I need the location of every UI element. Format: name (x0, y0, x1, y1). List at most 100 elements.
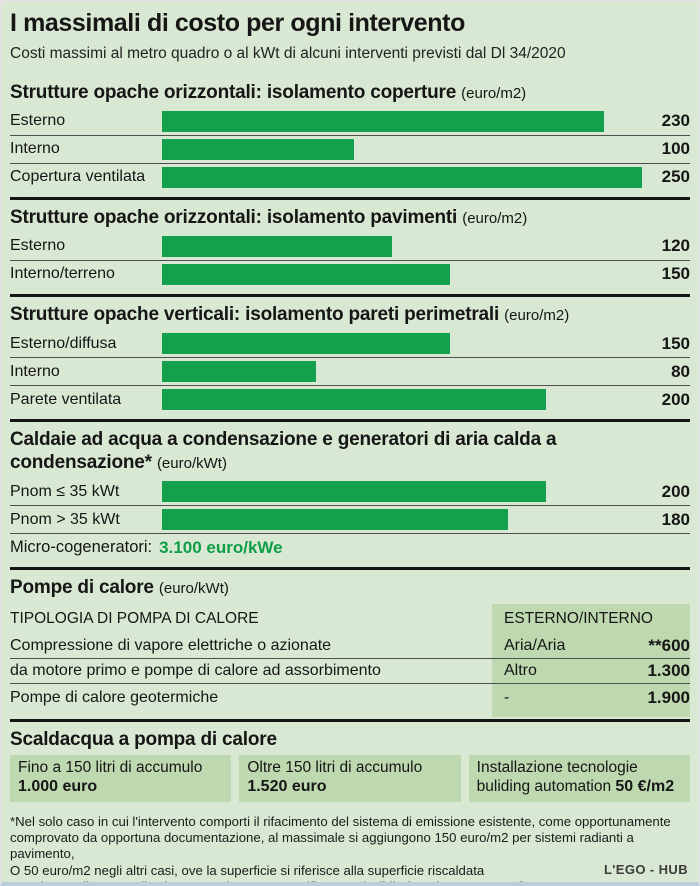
bar-value: 200 (661, 389, 690, 409)
bar-value: 150 (661, 333, 690, 353)
bar-row: Pnom > 35 kWt 180 (10, 505, 690, 533)
section-unit: (euro/m2) (462, 209, 528, 227)
bar-label: Esterno (10, 112, 66, 130)
bar-track (162, 138, 642, 160)
bar-row: Esterno 230 (10, 108, 690, 135)
esterno-interno-column-band (492, 603, 690, 717)
section-title-text: Scaldacqua a pompa di calore (10, 728, 277, 750)
bar-value: 80 (671, 361, 690, 381)
section-unit: (euro/m2) (504, 306, 570, 324)
row-value: 1.300 (647, 660, 690, 680)
box-line2: 1.000 euro (18, 777, 223, 797)
footnote-line: comprovato da opportuna documentazione, … (10, 830, 634, 862)
bar (162, 361, 316, 383)
bar (162, 138, 354, 160)
section-isolamento-pavimenti: Strutture opache orizzontali: isolamento… (10, 196, 690, 292)
bar-row: Interno 100 (10, 134, 690, 163)
scaldacqua-box-oltre-150: Oltre 150 litri di accumulo 1.520 euro (239, 754, 461, 802)
bar-track (162, 235, 642, 257)
bar (162, 333, 450, 355)
section-title-text: Strutture opache orizzontali: isolamento… (10, 206, 458, 228)
bar (162, 110, 604, 132)
credit-lego-hub: L'EGO - HUB (603, 862, 688, 877)
section-isolamento-coperture: Strutture opache orizzontali: isolamento… (10, 75, 690, 195)
bar-label: Parete ventilata (10, 390, 122, 408)
section-title: Strutture opache verticali: isolamento p… (10, 303, 690, 326)
bar-value: 230 (661, 111, 690, 131)
section-title: Pompe di calore (euro/kWt) (10, 576, 690, 599)
heat-pump-table-header: TIPOLOGIA DI POMPA DI CALORE ESTERNO/INT… (10, 604, 690, 634)
bar (162, 389, 546, 411)
table-row: Pompe di calore geotermiche - 1.900 (10, 682, 690, 713)
footnotes: *Nel solo caso in cui l'intervento compo… (10, 813, 690, 882)
bar-track (162, 110, 642, 132)
bar-row: Esterno 120 (10, 233, 690, 260)
bar-track (162, 166, 642, 188)
bar-row: Copertura ventilata 250 (10, 162, 690, 191)
bar-track (162, 509, 642, 531)
scaldacqua-boxes: Fino a 150 litri di accumulo 1.000 euro … (10, 754, 690, 802)
bar-value: 120 (661, 236, 690, 256)
row-label: da motore primo e pompe di calore ad ass… (10, 661, 381, 679)
bar-track (162, 263, 642, 285)
section-pareti-perimetrali: Strutture opache verticali: isolamento p… (10, 293, 690, 417)
bar-row: Interno/terreno 150 (10, 259, 690, 288)
section-scaldacqua: Scaldacqua a pompa di calore Fino a 150 … (10, 718, 690, 811)
box-line1: Oltre 150 litri di accumulo (247, 758, 423, 776)
scaldacqua-box-building-automation: Installazione tecnologie buliding automa… (468, 754, 690, 802)
table-row: da motore primo e pompe di calore ad ass… (10, 657, 690, 683)
section-title-text: Pompe di calore (10, 577, 154, 599)
section-title-text: Caldaie ad acqua a condensazione e gener… (10, 429, 557, 474)
bar (162, 481, 546, 503)
box-line2: buliding automation 50 €/m2 (477, 777, 682, 797)
box-value: 50 €/m2 (615, 777, 675, 795)
micro-cogeneratori-value: 3.100 euro/kWe (159, 537, 283, 557)
box-line1: Installazione tecnologie (476, 758, 638, 776)
bar-label: Interno (10, 362, 60, 380)
section-title: Caldaie ad acqua a condensazione e gener… (10, 428, 690, 474)
bar (162, 509, 508, 531)
column-header-esterno-interno: ESTERNO/INTERNO (504, 609, 653, 627)
micro-cogeneratori-row: Micro-cogeneratori: 3.100 euro/kWe (10, 533, 690, 561)
row-kind: Aria/Aria (504, 636, 566, 654)
box-value: 1.000 euro (18, 777, 98, 795)
bar-value: 100 (661, 139, 690, 159)
bar-row: Pnom ≤ 35 kWt 200 (10, 478, 690, 505)
box-value: 1.520 euro (247, 777, 327, 795)
page-title: I massimali di costo per ogni intervento (10, 9, 465, 37)
row-value: 1.900 (647, 688, 690, 708)
box-line2-prefix: buliding automation (476, 777, 616, 795)
section-title-text: Strutture opache orizzontali: isolamento… (10, 81, 457, 103)
bar-value: 200 (661, 481, 690, 501)
section-unit: (euro/m2) (461, 84, 527, 102)
row-label: Compressione di vapore elettriche o azio… (10, 636, 332, 654)
bar-track (162, 333, 642, 355)
row-label: Pompe di calore geotermiche (10, 689, 219, 707)
bar-label: Interno (10, 140, 60, 158)
section-unit: (euro/kWt) (158, 580, 229, 598)
row-kind: - (504, 689, 510, 707)
micro-cogeneratori-label: Micro-cogeneratori: (10, 538, 153, 557)
scaldacqua-box-fino-150: Fino a 150 litri di accumulo 1.000 euro (10, 754, 232, 802)
bar-label: Esterno (10, 237, 66, 255)
section-caldaie-condensazione: Caldaie ad acqua a condensazione e gener… (10, 419, 690, 565)
page-subtitle: Costi massimi al metro quadro o al kWt d… (10, 44, 566, 62)
bar-value: 150 (661, 264, 690, 284)
row-value: **600 (648, 635, 690, 655)
bar (162, 166, 642, 188)
section-title-text: Strutture opache verticali: isolamento p… (10, 303, 500, 325)
section-pompe-di-calore: Pompe di calore (euro/kWt) TIPOLOGIA DI … (10, 567, 690, 717)
bar-label: Interno/terreno (10, 265, 115, 283)
section-title: Strutture opache orizzontali: isolamento… (10, 81, 690, 104)
bar-track (162, 361, 642, 383)
bar (162, 235, 393, 257)
footnote-line: *Nel solo caso in cui l'intervento compo… (10, 813, 671, 829)
bar-label: Copertura ventilata (10, 168, 146, 186)
heat-pump-table: TIPOLOGIA DI POMPA DI CALORE ESTERNO/INT… (10, 603, 690, 717)
bar-row: Parete ventilata 200 (10, 385, 690, 413)
bar-row: Esterno/diffusa 150 (10, 330, 690, 357)
bar-value: 250 (661, 167, 690, 187)
bar-value: 180 (661, 509, 690, 529)
box-line2: 1.520 euro (247, 777, 452, 797)
column-header-tipologia: TIPOLOGIA DI POMPA DI CALORE (10, 609, 259, 627)
